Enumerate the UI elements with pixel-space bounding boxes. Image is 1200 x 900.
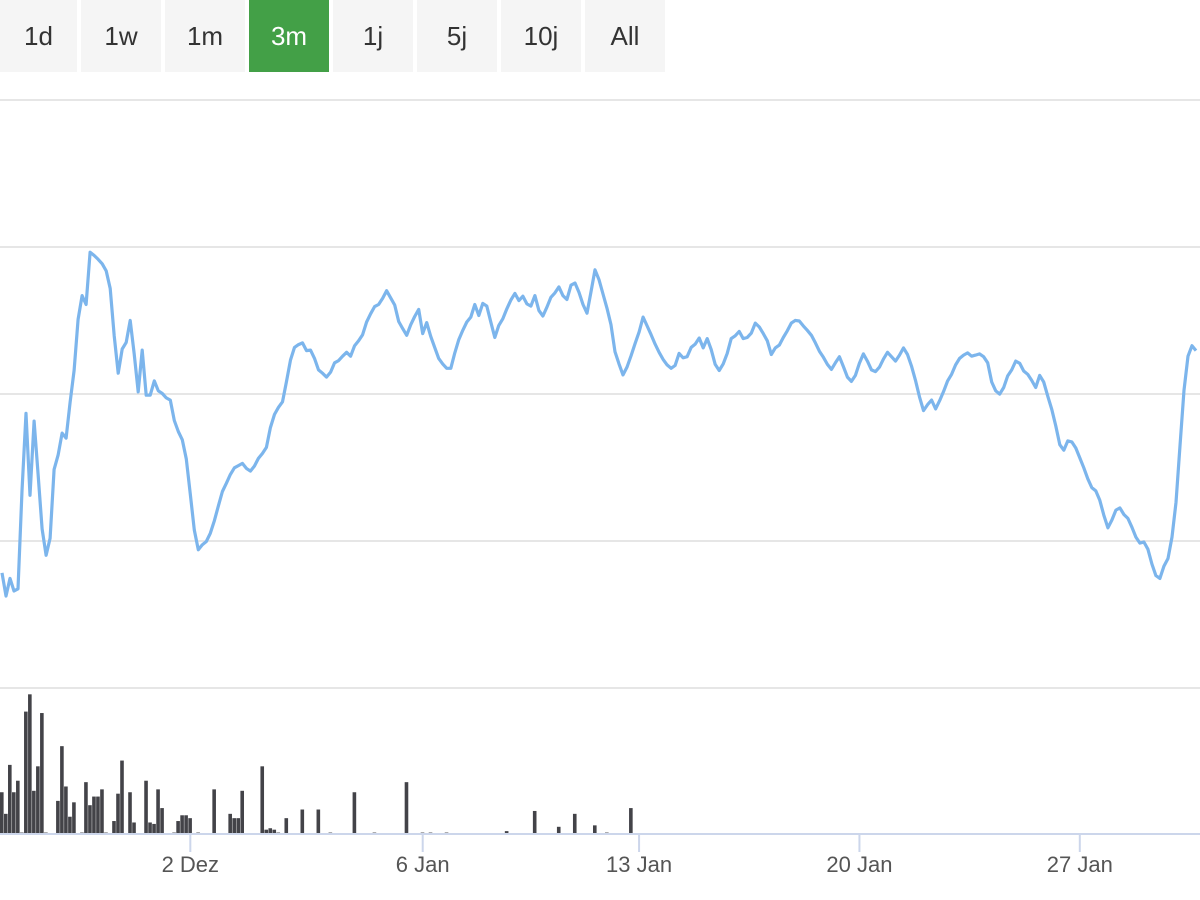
range-button-1m[interactable]: 1m [165, 0, 245, 72]
x-tick-label: 6 Jan [396, 852, 450, 877]
volume-bar [60, 746, 64, 834]
volume-bar [236, 818, 240, 834]
volume-bar [156, 789, 160, 834]
volume-bar [240, 790, 245, 834]
price-series [0, 250, 1198, 598]
volume-series [0, 694, 633, 834]
volume-bar [100, 789, 104, 834]
x-tick-label: 20 Jan [826, 852, 892, 877]
volume-bar [64, 786, 68, 834]
volume-bar [84, 782, 88, 834]
volume-bar [184, 815, 188, 834]
volume-bar [592, 825, 597, 834]
volume-bar [144, 780, 148, 834]
volume-bar [260, 766, 265, 834]
price-line [0, 250, 1198, 598]
volume-bar [128, 792, 132, 834]
range-selector: 1d 1w 1m 3m 1j 5j 10j All [0, 0, 669, 72]
volume-bar [404, 782, 409, 834]
volume-bar [556, 826, 561, 834]
x-tick-label: 13 Jan [606, 852, 672, 877]
x-tick-label: 27 Jan [1047, 852, 1113, 877]
volume-bar [272, 829, 277, 834]
volume-bar [8, 764, 12, 834]
volume-bar [180, 815, 184, 834]
volume-bar [148, 822, 152, 834]
volume-bar [188, 818, 192, 834]
volume-bar [629, 808, 633, 834]
volume-bar [88, 805, 92, 834]
volume-bar [300, 809, 305, 834]
volume-bar [28, 694, 32, 834]
volume-bar [12, 792, 16, 834]
volume-bar [316, 809, 321, 834]
volume-bar [160, 808, 164, 834]
volume-bar [212, 789, 216, 834]
volume-bar [284, 818, 289, 834]
volume-bar [264, 829, 269, 834]
volume-bar [92, 796, 96, 834]
volume-bar [352, 792, 357, 834]
range-button-3m[interactable]: 3m [249, 0, 329, 72]
volume-bar [24, 711, 28, 834]
volume-bar [268, 828, 273, 834]
volume-bar [572, 813, 577, 834]
volume-bar [16, 780, 20, 834]
range-button-all[interactable]: All [585, 0, 665, 72]
volume-bar [40, 713, 44, 834]
volume-bar [132, 822, 136, 834]
x-tick-label: 2 Dez [162, 852, 219, 877]
volume-bar [112, 821, 116, 834]
range-button-1w[interactable]: 1w [81, 0, 161, 72]
volume-bar [232, 818, 236, 834]
volume-bar [4, 813, 8, 834]
volume-bar [176, 821, 180, 834]
volume-bar [72, 802, 76, 834]
volume-bar [56, 800, 60, 834]
volume-bar [68, 816, 72, 834]
range-button-1j[interactable]: 1j [333, 0, 413, 72]
volume-bar [36, 766, 40, 834]
volume-bar [532, 810, 537, 834]
range-button-10j[interactable]: 10j [501, 0, 581, 72]
volume-bar [152, 823, 156, 834]
gridlines [0, 99, 1200, 689]
volume-bar [32, 790, 36, 834]
volume-bar [96, 796, 100, 834]
volume-bar [504, 831, 509, 834]
volume-bar [120, 760, 124, 834]
volume-bar [0, 792, 4, 834]
range-button-5j[interactable]: 5j [417, 0, 497, 72]
range-button-1d[interactable]: 1d [0, 0, 77, 72]
volume-bar [116, 793, 120, 834]
volume-bar [228, 813, 232, 834]
